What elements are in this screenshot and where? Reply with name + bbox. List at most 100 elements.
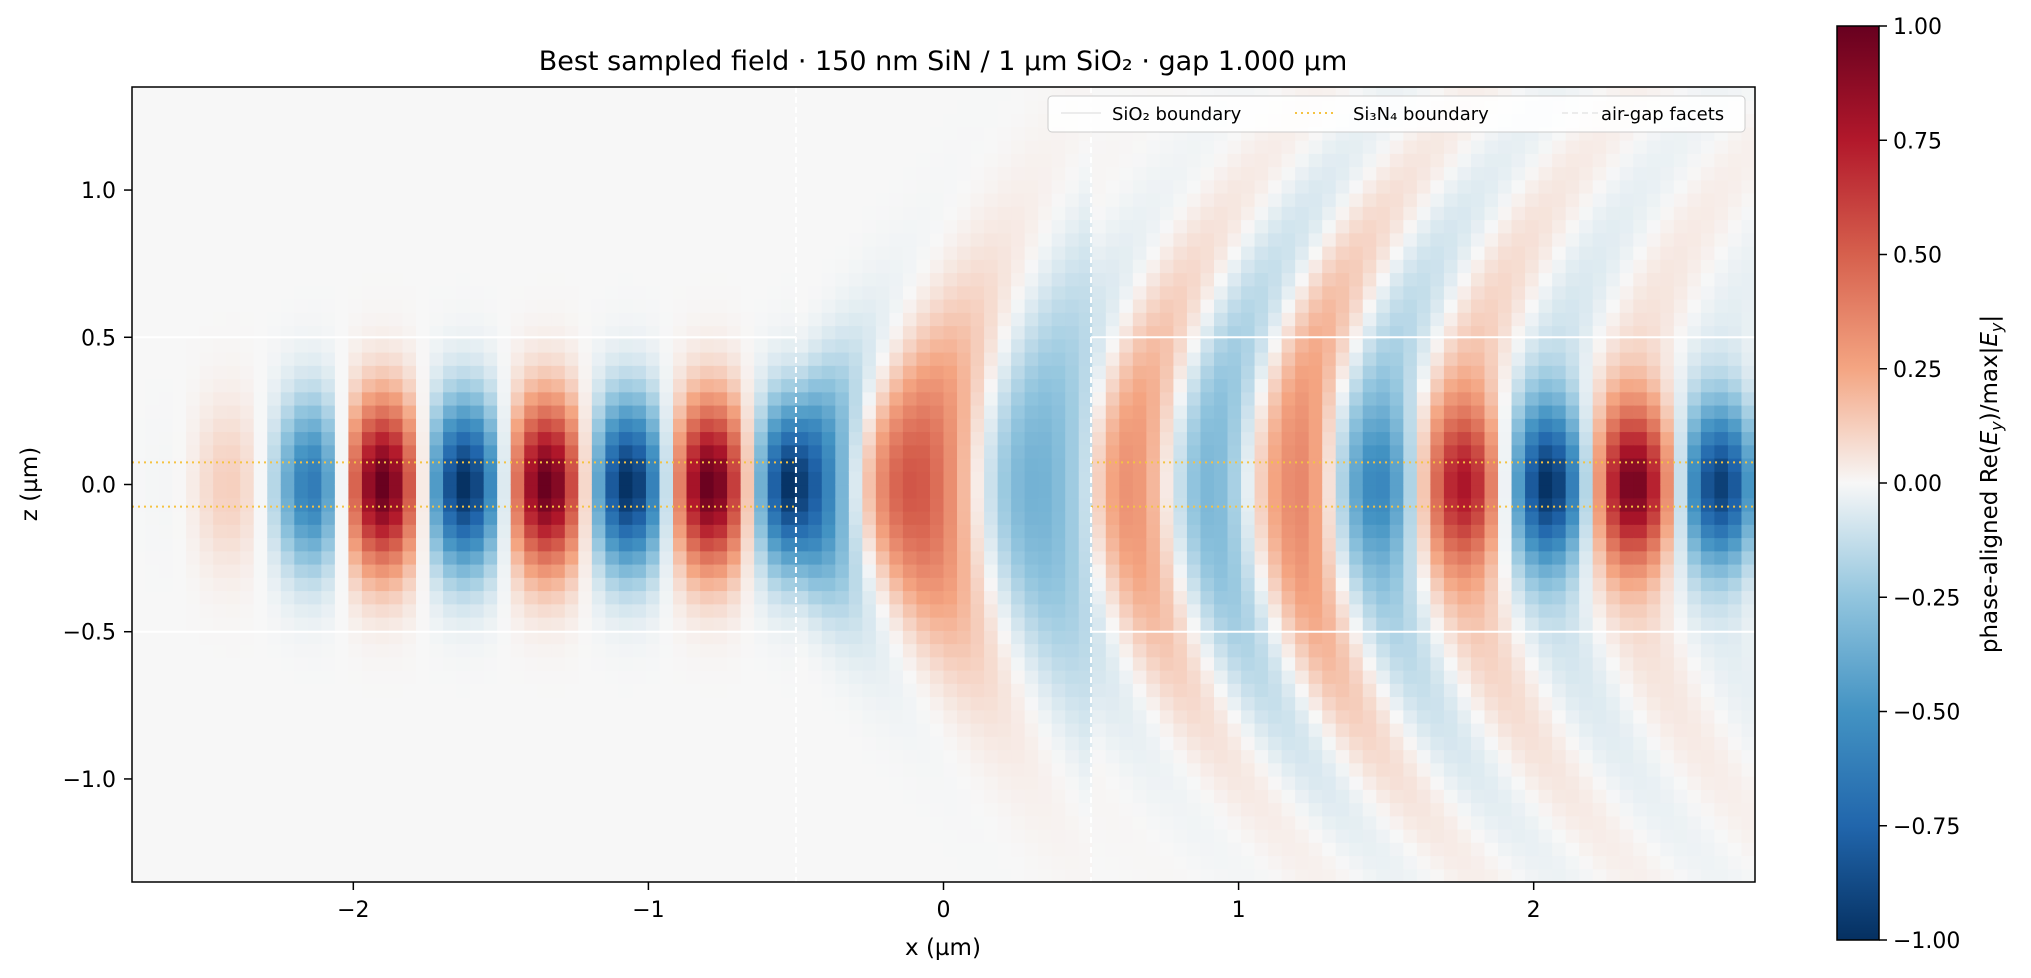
heatmap-cell xyxy=(334,352,349,366)
heatmap-cell xyxy=(673,590,688,605)
heatmap-cell xyxy=(199,431,214,446)
heatmap-cell xyxy=(686,471,701,486)
heatmap-cell xyxy=(334,126,349,141)
heatmap-cell xyxy=(267,272,282,287)
heatmap-cell xyxy=(673,550,688,565)
heatmap-cell xyxy=(159,87,174,101)
heatmap-cell xyxy=(835,564,850,578)
heatmap-cell xyxy=(1105,709,1120,724)
heatmap-cell xyxy=(997,537,1012,552)
heatmap-cell xyxy=(280,789,295,804)
heatmap-cell xyxy=(700,206,715,221)
heatmap-cell xyxy=(875,643,890,658)
heatmap-cell xyxy=(754,259,769,274)
heatmap-cell xyxy=(605,868,620,882)
heatmap-cell xyxy=(700,299,715,313)
heatmap-cell xyxy=(416,219,431,234)
heatmap-cell xyxy=(1024,590,1039,605)
heatmap-cell xyxy=(1186,166,1202,181)
heatmap-cell xyxy=(145,868,160,882)
heatmap-cell xyxy=(794,352,809,366)
heatmap-cell xyxy=(1227,550,1242,565)
heatmap-cell xyxy=(172,458,187,472)
heatmap-cell xyxy=(186,511,201,525)
heatmap-cell xyxy=(429,590,444,605)
heatmap-cell xyxy=(794,153,809,168)
heatmap-cell xyxy=(713,617,728,631)
heatmap-cell xyxy=(1186,617,1202,631)
heatmap-cell xyxy=(645,312,661,327)
heatmap-cell xyxy=(578,391,593,406)
heatmap-cell xyxy=(957,126,972,141)
heatmap-cell xyxy=(1159,749,1175,764)
heatmap-cell xyxy=(984,246,999,260)
heatmap-cell xyxy=(713,259,728,274)
heatmap-cell xyxy=(713,723,728,737)
heatmap-cell xyxy=(307,100,322,115)
heatmap-cell xyxy=(618,537,634,552)
heatmap-cell xyxy=(240,140,255,154)
heatmap-cell xyxy=(1241,564,1256,578)
heatmap-cell xyxy=(402,259,417,274)
heatmap-cell xyxy=(862,113,877,128)
heatmap-cell xyxy=(659,524,674,539)
heatmap-cell xyxy=(727,484,742,499)
heatmap-cell xyxy=(429,630,444,645)
heatmap-cell xyxy=(727,299,742,313)
heatmap-cell xyxy=(429,670,444,684)
heatmap-cell xyxy=(700,219,715,234)
heatmap-cell xyxy=(1051,153,1066,168)
heatmap-cell xyxy=(361,709,377,724)
heatmap-cell xyxy=(1132,723,1147,737)
heatmap-cell xyxy=(1051,564,1066,578)
heatmap-cell xyxy=(1146,842,1161,857)
heatmap-cell xyxy=(848,497,863,512)
heatmap-cell xyxy=(943,656,958,671)
heatmap-cell xyxy=(1065,670,1080,684)
heatmap-cell xyxy=(1173,365,1188,380)
heatmap-cell xyxy=(497,537,512,552)
heatmap-cell xyxy=(821,259,836,274)
heatmap-cell xyxy=(1132,709,1147,724)
heatmap-cell xyxy=(1119,484,1134,499)
heatmap-cell xyxy=(889,868,904,882)
heatmap-cell xyxy=(226,802,241,817)
heatmap-cell xyxy=(821,656,836,671)
heatmap-cell xyxy=(1119,762,1134,777)
heatmap-cell xyxy=(1092,166,1107,181)
heatmap-cell xyxy=(821,696,836,711)
heatmap-cell xyxy=(713,709,728,724)
heatmap-cell xyxy=(483,603,498,618)
heatmap-cell xyxy=(159,656,174,671)
heatmap-cell xyxy=(1051,179,1066,194)
heatmap-cell xyxy=(551,497,566,512)
heatmap-cell xyxy=(497,577,512,592)
heatmap-cell xyxy=(821,577,836,592)
heatmap-cell xyxy=(1092,762,1107,777)
heatmap-cell xyxy=(808,630,823,645)
heatmap-cell xyxy=(767,842,782,857)
heatmap-cell xyxy=(1024,550,1039,565)
heatmap-cell xyxy=(835,736,850,751)
heatmap-cell xyxy=(1105,193,1120,207)
heatmap-cell xyxy=(1173,246,1188,260)
heatmap-cell xyxy=(1132,259,1147,274)
heatmap-cell xyxy=(767,391,782,406)
heatmap-cell xyxy=(186,630,201,645)
heatmap-cell xyxy=(916,550,931,565)
heatmap-cell xyxy=(1146,365,1161,380)
heatmap-cell xyxy=(889,193,904,207)
heatmap-cell xyxy=(1078,590,1093,605)
heatmap-cell xyxy=(713,431,728,446)
heatmap-cell xyxy=(280,219,295,234)
heatmap-cell xyxy=(1065,683,1080,698)
heatmap-cell xyxy=(943,352,958,366)
heatmap-cell xyxy=(321,842,336,857)
heatmap-cell xyxy=(997,842,1012,857)
heatmap-cell xyxy=(970,418,985,433)
heatmap-cell xyxy=(416,193,431,207)
heatmap-cell xyxy=(470,193,485,207)
heatmap-cell xyxy=(659,100,674,115)
heatmap-cell xyxy=(848,537,863,552)
heatmap-cell xyxy=(1227,484,1242,499)
